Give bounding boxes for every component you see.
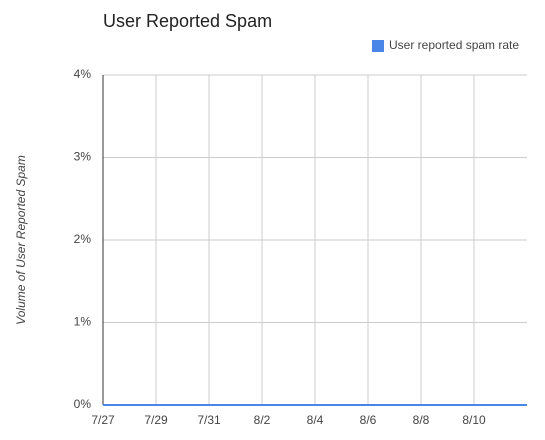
y-tick-label: 3%	[74, 150, 92, 164]
x-tick-label: 8/6	[360, 413, 377, 427]
x-tick-label: 8/8	[413, 413, 430, 427]
chart-title: User Reported Spam	[103, 11, 272, 31]
y-tick-label: 2%	[74, 232, 92, 246]
legend-label: User reported spam rate	[389, 38, 519, 52]
y-tick-label: 1%	[74, 315, 92, 329]
x-tick-label: 7/31	[197, 413, 221, 427]
legend-swatch	[372, 40, 384, 52]
y-tick-label: 0%	[74, 397, 92, 411]
y-tick-label: 4%	[74, 67, 92, 81]
x-tick-label: 8/10	[462, 413, 486, 427]
x-tick-label: 8/2	[254, 413, 271, 427]
y-axis-label: Volume of User Reported Spam	[14, 155, 28, 325]
x-tick-label: 7/27	[91, 413, 115, 427]
x-tick-label: 7/29	[144, 413, 168, 427]
x-tick-label: 8/4	[307, 413, 324, 427]
